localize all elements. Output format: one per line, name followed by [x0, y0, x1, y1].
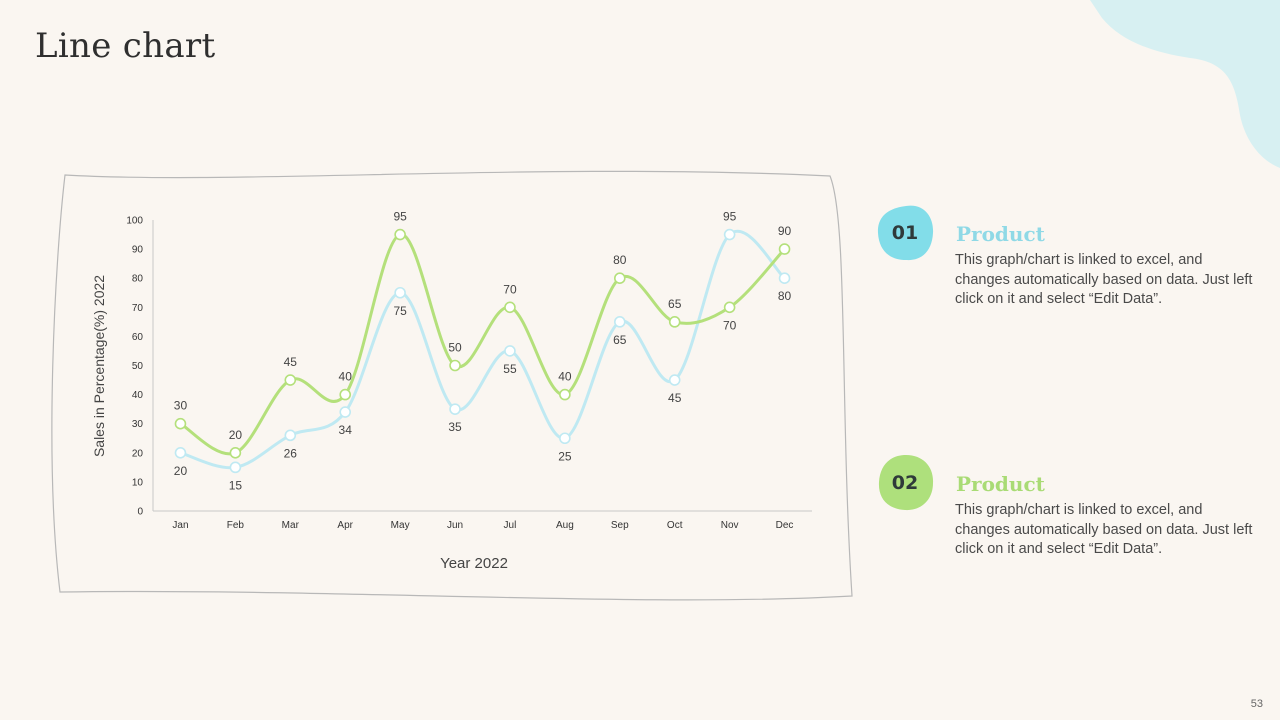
x-tick-label: Sep — [611, 520, 629, 531]
x-tick-label: Oct — [667, 520, 683, 531]
page-number: 53 — [1250, 698, 1263, 710]
legend-item-2: 02 Product This graph/chart is linked to… — [876, 453, 1256, 573]
y-tick-label: 30 — [132, 419, 144, 430]
y-tick-label: 20 — [132, 448, 144, 459]
data-point — [174, 417, 187, 430]
y-tick-label: 50 — [132, 361, 144, 372]
y-tick-label: 100 — [126, 216, 143, 227]
data-label: 55 — [503, 362, 517, 376]
data-point — [613, 272, 626, 285]
y-tick-label: 0 — [137, 507, 143, 518]
data-label: 45 — [668, 391, 682, 405]
chart-frame-border — [51, 170, 853, 601]
x-tick-label: Nov — [721, 520, 739, 531]
data-labels: 20 30 15 20 26 45 34 40 75 95 35 50 55 70 25 40 65 80 45 65… — [174, 210, 792, 493]
data-point — [284, 429, 297, 442]
y-axis-title: Sales in Percentage(%) 2022 — [91, 275, 107, 457]
data-label: 80 — [613, 253, 627, 267]
series-line-1 — [178, 229, 787, 470]
data-point — [504, 345, 516, 357]
data-point — [229, 446, 242, 459]
y-tick-label: 40 — [132, 390, 144, 401]
data-point — [723, 301, 736, 314]
data-label: 20 — [229, 428, 243, 442]
data-point — [668, 316, 681, 328]
x-tick-label: Dec — [776, 520, 794, 531]
data-label: 90 — [778, 224, 792, 238]
legend-number-2: 02 — [891, 472, 919, 494]
legend-title-1: Product — [956, 222, 1045, 246]
x-axis-title: Year 2022 — [440, 555, 508, 572]
data-point — [559, 388, 571, 401]
data-label: 40 — [339, 370, 353, 384]
badge-blob-2 — [878, 454, 934, 511]
y-tick-label: 60 — [132, 332, 144, 343]
data-point — [504, 301, 516, 314]
data-point — [559, 432, 571, 445]
y-tick-label: 80 — [132, 274, 144, 285]
data-label: 80 — [778, 289, 792, 303]
x-tick-label: May — [391, 520, 410, 531]
data-label: 70 — [723, 318, 737, 332]
series-lines — [178, 229, 787, 470]
data-point — [284, 374, 297, 386]
data-point — [613, 316, 626, 328]
data-point — [778, 272, 791, 285]
data-point — [449, 403, 461, 415]
x-tick-label: Mar — [282, 520, 300, 531]
x-tick-label: Apr — [337, 520, 353, 531]
data-label: 15 — [229, 478, 243, 492]
y-axis-ticks: 0 10 20 30 40 50 60 70 80 90 100 — [126, 216, 143, 518]
badge-blob-shape — [877, 205, 934, 261]
data-label: 45 — [284, 355, 298, 369]
legend-description-1: This graph/chart is linked to excel, and… — [955, 252, 1253, 307]
x-tick-label: Jul — [504, 520, 517, 531]
data-point — [449, 359, 461, 372]
data-label: 65 — [613, 333, 627, 347]
data-label: 50 — [448, 341, 462, 355]
data-point — [668, 374, 681, 386]
data-label: 26 — [284, 446, 298, 460]
x-tick-label: Jan — [172, 520, 188, 531]
legend-title-2: Product — [956, 472, 1045, 496]
data-label: 34 — [339, 423, 353, 437]
data-point — [394, 286, 406, 299]
x-axis-ticks: Jan Feb Mar Apr May Jun Jul Aug Sep Oct Nov Dec — [172, 520, 793, 531]
y-tick-label: 90 — [132, 245, 144, 256]
chart-frame-outline — [51, 170, 853, 601]
badge-blob-shape — [878, 454, 934, 511]
data-point — [394, 228, 406, 241]
x-tick-label: Aug — [556, 520, 574, 531]
data-label: 95 — [393, 210, 407, 224]
data-label: 75 — [393, 304, 407, 318]
data-point — [174, 446, 187, 459]
badge-blob-1 — [877, 205, 934, 261]
data-point — [339, 388, 352, 401]
data-label: 25 — [558, 449, 572, 463]
data-point — [339, 406, 352, 418]
legend-description-2: This graph/chart is linked to excel, and… — [955, 502, 1253, 557]
data-label: 65 — [668, 297, 682, 311]
decorative-corner-blob — [1090, 0, 1280, 168]
data-point — [778, 243, 791, 255]
legend-item-1: 01 Product This graph/chart is linked to… — [876, 203, 1256, 323]
data-label: 70 — [503, 282, 517, 296]
series-points — [174, 228, 791, 474]
y-tick-label: 10 — [132, 477, 144, 488]
data-label: 95 — [723, 210, 737, 224]
page-title: Line chart — [35, 26, 216, 66]
data-point — [723, 228, 736, 241]
legend-number-1: 01 — [891, 222, 919, 244]
data-label: 30 — [174, 399, 188, 413]
data-label: 35 — [448, 420, 462, 434]
x-tick-label: Jun — [447, 520, 463, 531]
data-label: 20 — [174, 464, 188, 478]
corner-blob-shape — [1090, 0, 1280, 168]
series-line-2 — [178, 233, 787, 456]
y-tick-label: 70 — [132, 303, 144, 314]
x-tick-label: Feb — [227, 520, 245, 531]
data-label: 40 — [558, 370, 572, 384]
data-point — [229, 461, 242, 474]
